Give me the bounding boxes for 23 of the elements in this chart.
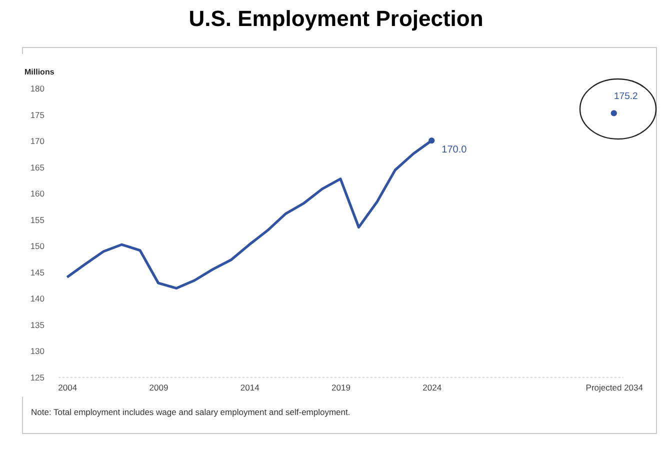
y-tick-label: 165 xyxy=(30,162,45,172)
y-tick-label: 160 xyxy=(30,188,45,199)
y-tick-label: 145 xyxy=(30,267,45,278)
y-tick-label: 155 xyxy=(30,214,45,225)
y-tick-label: 135 xyxy=(30,320,45,330)
x-tick-label: Projected 2034 xyxy=(586,382,644,392)
y-tick-label: 125 xyxy=(30,372,45,382)
x-tick-label: 2024 xyxy=(422,382,442,392)
y-tick-label: 130 xyxy=(30,346,45,356)
data-label: 175.2 xyxy=(614,91,638,102)
data-label: 170.0 xyxy=(442,144,468,156)
y-tick-label: 140 xyxy=(30,294,45,304)
x-tick-label: 2004 xyxy=(58,382,78,392)
x-tick-label: 2009 xyxy=(149,382,168,392)
y-tick-label: 170 xyxy=(30,136,45,146)
chart-title: U.S. Employment Projection xyxy=(188,6,484,32)
y-tick-label: 175 xyxy=(30,110,45,120)
y-tick-label: 180 xyxy=(30,84,45,94)
y-axis-title: Millions xyxy=(24,68,55,76)
x-tick-label: 2019 xyxy=(332,382,351,392)
x-tick-label: 2014 xyxy=(240,382,260,392)
y-tick-label: 150 xyxy=(30,241,45,252)
text: Note: Total employment includes wage and salary employment and self-employment. xyxy=(31,407,350,417)
